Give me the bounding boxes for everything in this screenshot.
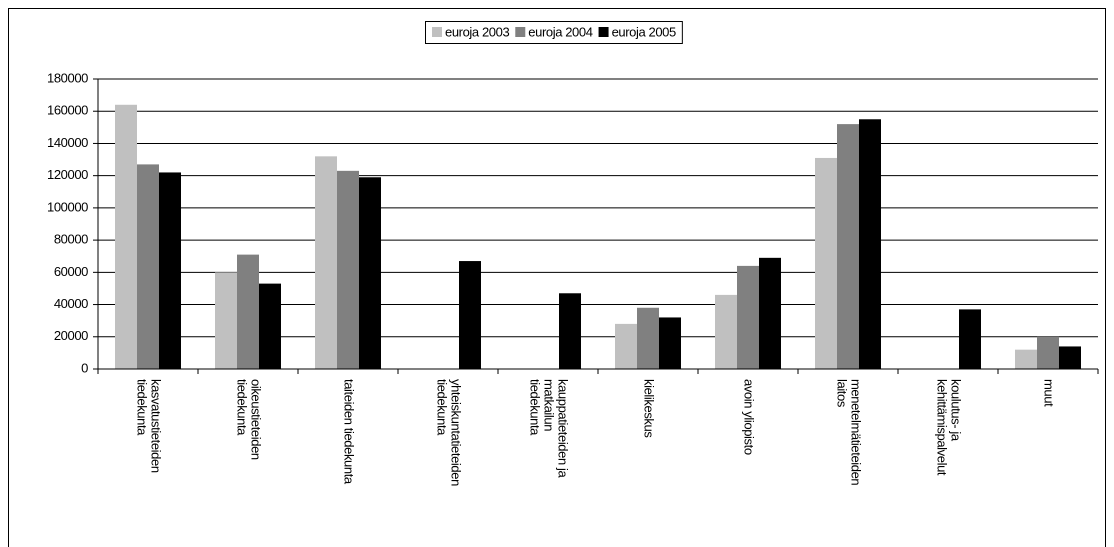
bar bbox=[637, 307, 659, 369]
bar bbox=[959, 309, 981, 369]
y-tick-label: 160000 bbox=[47, 103, 88, 118]
x-tick-label: laitos bbox=[835, 379, 850, 408]
bar bbox=[137, 164, 159, 369]
bar bbox=[315, 156, 337, 369]
bar bbox=[737, 265, 759, 369]
x-tick-label: yhteiskuntatieteiden bbox=[449, 379, 464, 486]
x-tick-label: tiedekunta bbox=[528, 379, 543, 436]
bar bbox=[859, 119, 881, 370]
bar bbox=[759, 257, 781, 369]
bar bbox=[459, 261, 481, 369]
x-tick-label: tiedekunta bbox=[435, 379, 450, 436]
x-tick-label: kehittämispalvelut bbox=[935, 379, 950, 476]
x-tick-label: avoin yliopisto bbox=[742, 379, 757, 455]
y-tick-label: 140000 bbox=[47, 135, 88, 150]
bar bbox=[659, 317, 681, 369]
bar bbox=[115, 104, 137, 370]
x-tick-label: kielikeskus bbox=[642, 379, 657, 438]
bar bbox=[1037, 336, 1059, 369]
legend-swatch bbox=[598, 27, 609, 37]
legend-label: euroja 2003 bbox=[445, 24, 509, 39]
bar bbox=[1015, 349, 1037, 369]
x-tick-label: taiteiden tiedekunta bbox=[342, 379, 357, 485]
x-tick-label: matkailun bbox=[542, 379, 557, 431]
x-tick-label: oikeustieteiden bbox=[249, 379, 264, 460]
legend-swatch bbox=[515, 27, 526, 37]
y-tick-label: 40000 bbox=[54, 296, 88, 311]
x-tick-label: koulutus- ja bbox=[949, 379, 964, 442]
bar bbox=[1059, 346, 1081, 369]
y-tick-label: 60000 bbox=[54, 264, 88, 279]
bar bbox=[715, 294, 737, 369]
y-tick-label: 0 bbox=[81, 360, 88, 375]
x-tick-label: kauppatieteiden ja bbox=[556, 379, 571, 478]
legend-swatch bbox=[432, 27, 442, 37]
y-tick-label: 80000 bbox=[54, 232, 88, 247]
legend: euroja 2003 euroja 2004 euroja 2005 bbox=[425, 21, 683, 44]
bar bbox=[259, 283, 281, 369]
bar bbox=[237, 254, 259, 369]
bar bbox=[159, 172, 181, 369]
x-tick-label: muut bbox=[1042, 379, 1057, 407]
y-tick-label: 120000 bbox=[47, 167, 88, 182]
chart-frame bbox=[8, 8, 1106, 547]
legend-label: euroja 2004 bbox=[528, 24, 592, 39]
legend-box bbox=[425, 21, 683, 44]
y-tick-label: 20000 bbox=[54, 328, 88, 343]
x-tick-label: tiedekunta bbox=[235, 379, 250, 436]
bar bbox=[215, 272, 237, 369]
bar bbox=[815, 157, 837, 369]
y-tick-label: 100000 bbox=[47, 199, 88, 214]
bar bbox=[337, 170, 359, 369]
y-tick-label: 180000 bbox=[47, 70, 88, 85]
bar bbox=[837, 124, 859, 369]
bar bbox=[359, 177, 381, 369]
legend-label: euroja 2005 bbox=[612, 24, 676, 39]
x-tick-label: tiedekunta bbox=[135, 379, 150, 436]
x-tick-label: menetelmätieteiden bbox=[849, 379, 864, 485]
bar bbox=[559, 293, 581, 369]
bar bbox=[615, 323, 637, 369]
x-tick-label: kasvatustieteiden bbox=[149, 379, 164, 473]
